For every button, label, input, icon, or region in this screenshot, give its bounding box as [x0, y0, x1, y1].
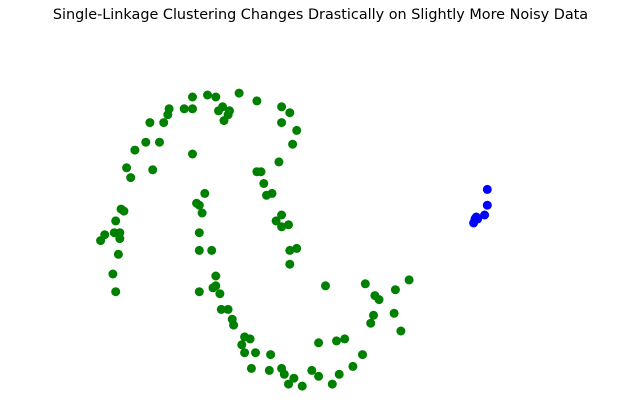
point-0-66 — [348, 361, 358, 371]
point-0-37 — [194, 228, 204, 238]
point-0-68 — [314, 338, 324, 348]
point-0-98 — [277, 102, 287, 112]
point-0-13 — [130, 145, 140, 155]
point-0-89 — [267, 188, 277, 198]
point-0-82 — [285, 245, 295, 255]
point-0-50 — [240, 348, 250, 358]
point-0-56 — [266, 350, 276, 360]
point-0-64 — [327, 379, 337, 389]
point-0-21 — [179, 104, 189, 114]
point-0-55 — [264, 365, 274, 375]
point-0-8 — [113, 249, 123, 259]
chart-title: Single-Linkage Clustering Changes Drasti… — [52, 7, 589, 23]
point-0-69 — [332, 336, 341, 346]
point-0-92 — [256, 167, 266, 177]
point-0-14 — [141, 137, 151, 147]
point-0-85 — [284, 220, 293, 230]
point-0-62 — [307, 365, 317, 375]
point-1-3 — [473, 214, 483, 224]
point-0-52 — [245, 334, 255, 344]
point-0-10 — [111, 287, 121, 297]
point-0-65 — [334, 369, 344, 379]
point-0-39 — [207, 245, 217, 255]
point-0-51 — [251, 348, 260, 358]
point-0-53 — [237, 340, 247, 350]
point-0-93 — [274, 157, 284, 167]
point-0-25 — [211, 92, 221, 102]
point-0-59 — [284, 379, 293, 389]
point-0-33 — [192, 198, 202, 208]
point-0-20 — [164, 104, 174, 114]
point-0-6 — [116, 204, 126, 214]
point-0-97 — [277, 118, 287, 128]
point-0-73 — [374, 295, 384, 305]
series-0 — [96, 88, 414, 391]
point-0-67 — [358, 350, 367, 360]
point-0-44 — [215, 289, 225, 299]
point-0-22 — [188, 92, 197, 102]
point-0-23 — [188, 104, 197, 114]
point-0-40 — [211, 271, 221, 281]
point-0-87 — [277, 210, 287, 220]
point-0-94 — [288, 139, 298, 149]
point-0-9 — [108, 269, 118, 279]
point-0-36 — [197, 208, 207, 218]
series-1 — [469, 184, 492, 228]
point-0-18 — [159, 118, 169, 128]
point-0-76 — [404, 275, 414, 285]
point-0-84 — [277, 222, 287, 232]
point-1-4 — [480, 210, 490, 220]
point-0-34 — [188, 149, 197, 159]
point-0-83 — [292, 243, 302, 253]
point-0-78 — [396, 326, 406, 336]
point-0-74 — [369, 310, 378, 320]
point-0-81 — [285, 259, 295, 269]
point-0-77 — [390, 285, 400, 295]
point-0-15 — [145, 118, 155, 128]
point-0-38 — [194, 245, 204, 255]
point-0-30 — [223, 110, 233, 120]
point-0-17 — [155, 137, 164, 147]
point-0-46 — [223, 304, 233, 314]
point-0-48 — [229, 320, 239, 330]
point-0-43 — [194, 287, 204, 297]
point-0-71 — [366, 318, 376, 328]
point-1-5 — [482, 200, 492, 210]
point-0-86 — [271, 216, 281, 226]
point-0-45 — [216, 304, 226, 314]
point-0-75 — [389, 308, 399, 318]
point-0-16 — [148, 165, 158, 175]
point-0-99 — [252, 96, 262, 106]
point-0-4 — [111, 216, 121, 226]
point-0-7 — [115, 234, 125, 244]
series-layer — [96, 88, 492, 391]
point-0-90 — [259, 179, 269, 188]
point-0-11 — [126, 173, 136, 183]
point-0-95 — [285, 108, 295, 118]
point-0-28 — [218, 102, 228, 112]
point-0-70 — [340, 334, 350, 344]
point-0-60 — [289, 373, 299, 383]
point-0-79 — [360, 279, 370, 289]
point-0-58 — [279, 369, 289, 379]
point-0-63 — [314, 371, 324, 381]
point-0-61 — [297, 381, 307, 391]
point-0-12 — [122, 163, 132, 173]
point-0-80 — [321, 281, 330, 291]
point-0-96 — [292, 125, 302, 135]
point-0-42 — [211, 281, 221, 291]
point-0-1 — [100, 230, 110, 240]
point-0-54 — [246, 363, 256, 373]
point-1-6 — [482, 184, 492, 194]
point-0-35 — [200, 188, 210, 198]
point-0-31 — [234, 88, 244, 98]
point-0-24 — [203, 90, 212, 100]
